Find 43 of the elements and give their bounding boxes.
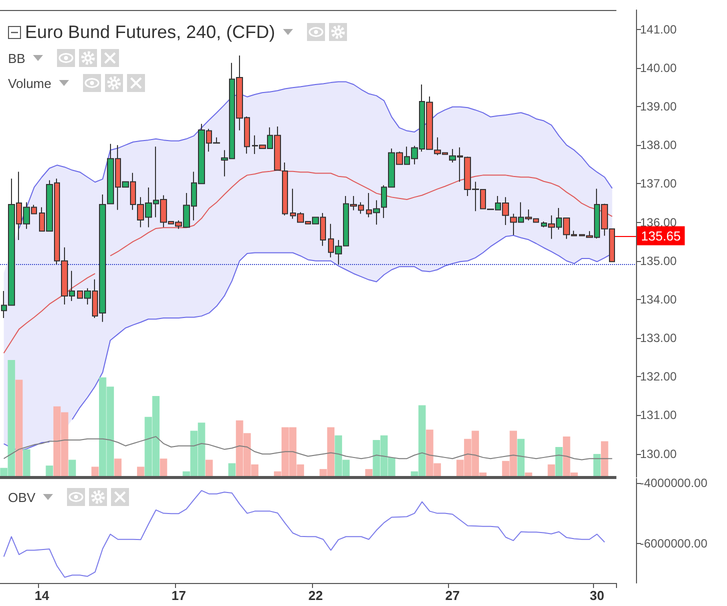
- candlestick: [282, 162, 288, 216]
- bar: [68, 460, 76, 476]
- bar: [517, 438, 525, 476]
- bar: [22, 449, 30, 476]
- annotation: OBV: [8, 490, 36, 504]
- y-tick-label: 136.00: [640, 215, 678, 230]
- annotation: Volume: [8, 76, 52, 90]
- y-tick-label: 130.00: [640, 446, 678, 461]
- y-tick-label: 133.00: [640, 331, 678, 346]
- bar: [160, 458, 168, 476]
- bar: [524, 472, 532, 476]
- y-tick-label: 137.00: [640, 176, 678, 191]
- x-tick-label: 17: [171, 588, 186, 603]
- x-tick-label: 14: [34, 588, 50, 603]
- y-tick-label: 132.00: [640, 370, 678, 384]
- bar: [228, 463, 236, 476]
- y-tick-label: 134.00: [640, 292, 678, 306]
- text: Euro Bund Futures, 240, (CFD): [25, 22, 276, 42]
- annotation: BB: [8, 50, 26, 66]
- bar: [593, 454, 601, 476]
- bar: [15, 380, 23, 476]
- y-tick-label: 140.00: [640, 60, 678, 75]
- bar: [548, 464, 556, 476]
- bar: [46, 466, 54, 476]
- y-tick-label: 139.00: [640, 99, 678, 114]
- x-tick-label: 22: [308, 588, 323, 603]
- bar: [555, 447, 563, 476]
- bar: [365, 469, 372, 476]
- y-tick-label: 141.00: [640, 22, 678, 36]
- bar: [137, 466, 144, 476]
- bar: [600, 441, 608, 476]
- bar: [205, 460, 213, 476]
- y-tick-label: -6000000.00: [640, 536, 708, 551]
- bar: [114, 458, 122, 476]
- y-tick-label: 138.00: [640, 138, 678, 152]
- x-tick-label: 30: [590, 588, 604, 603]
- ref-line-label: 135.65: [641, 228, 681, 244]
- line-series: [3, 490, 606, 578]
- y-tick-label: 131.00: [640, 408, 678, 422]
- y-tick-label: 135.00: [640, 254, 678, 268]
- bar: [91, 466, 99, 476]
- y-tick-label: -4000000.00: [640, 476, 708, 490]
- x-tick-label: 27: [445, 588, 460, 603]
